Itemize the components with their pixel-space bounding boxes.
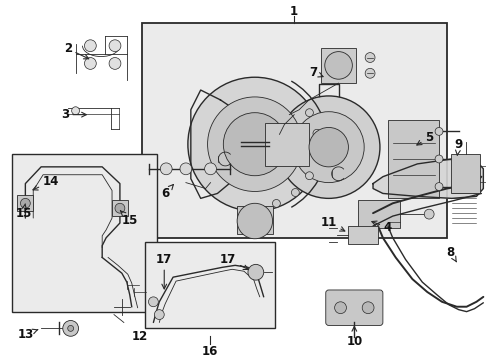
Circle shape: [435, 183, 443, 190]
Circle shape: [277, 96, 380, 198]
Circle shape: [148, 297, 158, 307]
Bar: [142, 23, 447, 238]
Circle shape: [313, 129, 321, 137]
Circle shape: [325, 51, 352, 79]
Polygon shape: [373, 159, 483, 198]
Circle shape: [109, 58, 121, 69]
Text: 1: 1: [290, 5, 298, 18]
Circle shape: [68, 325, 74, 331]
Text: 5: 5: [417, 131, 433, 145]
Bar: [388, 120, 439, 198]
Text: 13: 13: [17, 328, 38, 341]
Text: 17: 17: [220, 253, 248, 270]
Text: 9: 9: [455, 138, 463, 155]
Circle shape: [188, 77, 322, 211]
Circle shape: [84, 58, 96, 69]
Text: 14: 14: [33, 175, 59, 190]
Circle shape: [109, 40, 121, 51]
Bar: [145, 242, 274, 328]
Text: 15: 15: [121, 211, 138, 226]
Circle shape: [435, 155, 443, 163]
Circle shape: [63, 320, 78, 336]
Circle shape: [237, 203, 272, 239]
Circle shape: [160, 163, 172, 175]
Text: 17: 17: [156, 253, 172, 289]
Circle shape: [365, 53, 375, 62]
Circle shape: [313, 151, 321, 159]
FancyBboxPatch shape: [326, 290, 383, 325]
Bar: [237, 206, 272, 234]
Circle shape: [205, 163, 217, 175]
Circle shape: [223, 113, 286, 176]
Bar: [451, 154, 480, 193]
Circle shape: [248, 264, 264, 280]
Circle shape: [208, 97, 302, 192]
Circle shape: [488, 178, 490, 185]
Circle shape: [488, 162, 490, 170]
Text: 16: 16: [201, 345, 218, 357]
Circle shape: [21, 198, 30, 208]
Text: 7: 7: [309, 66, 323, 79]
Circle shape: [424, 209, 434, 219]
Bar: [233, 117, 276, 172]
Bar: [18, 195, 33, 211]
Circle shape: [362, 302, 374, 314]
Text: 6: 6: [161, 184, 173, 200]
Text: 10: 10: [346, 327, 363, 348]
Circle shape: [292, 189, 299, 197]
Circle shape: [435, 127, 443, 135]
Circle shape: [272, 199, 280, 207]
Circle shape: [154, 310, 164, 320]
Bar: [112, 201, 128, 216]
Text: 4: 4: [372, 221, 392, 234]
Circle shape: [309, 127, 348, 167]
Bar: [12, 154, 157, 312]
Text: 11: 11: [320, 216, 345, 231]
Circle shape: [72, 107, 79, 114]
Text: 2: 2: [64, 42, 89, 59]
Text: 8: 8: [447, 246, 457, 262]
Circle shape: [305, 109, 314, 117]
Circle shape: [84, 40, 96, 51]
Text: 3: 3: [61, 108, 86, 121]
Circle shape: [335, 302, 346, 314]
Bar: [348, 226, 378, 244]
Text: 15: 15: [15, 204, 31, 220]
Circle shape: [305, 172, 314, 180]
Bar: [321, 48, 356, 83]
Circle shape: [180, 163, 192, 175]
Circle shape: [115, 203, 125, 213]
Bar: [265, 122, 309, 166]
Bar: [358, 201, 400, 228]
Circle shape: [293, 112, 364, 183]
Text: 12: 12: [131, 330, 148, 343]
Circle shape: [365, 68, 375, 78]
